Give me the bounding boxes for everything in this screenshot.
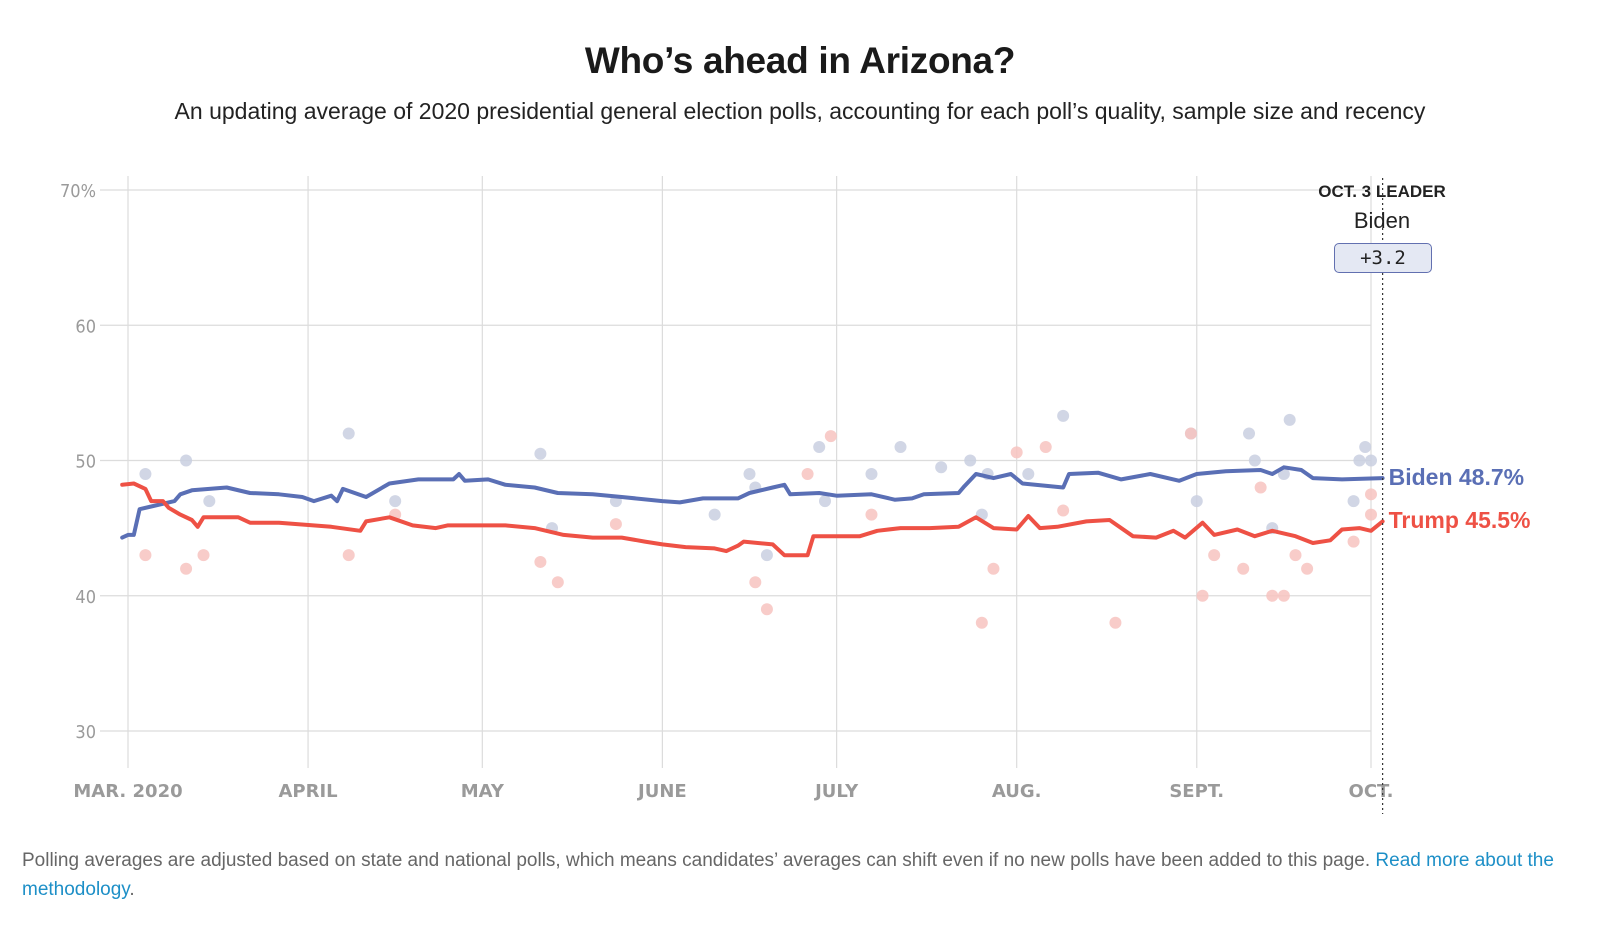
trump-poll-dot	[975, 616, 988, 629]
y-tick-label: 70%	[60, 181, 96, 202]
footnote-text: Polling averages are adjusted based on s…	[22, 850, 1376, 871]
trump-poll-dot	[1237, 562, 1250, 575]
trump-poll-dot	[342, 549, 355, 562]
x-tick-label: OCT.	[1349, 781, 1394, 802]
biden-poll-dot	[865, 468, 878, 481]
biden-poll-dot	[935, 461, 948, 474]
trump-poll-dot	[760, 603, 773, 616]
biden-poll-dot	[1243, 427, 1256, 440]
trump-poll-dot	[139, 549, 152, 562]
biden-poll-dot	[534, 447, 547, 460]
methodology-link[interactable]: Read more about the methodology	[22, 850, 1554, 900]
trump-poll-dot	[1039, 440, 1052, 453]
trump-poll-dot	[801, 468, 814, 481]
trump-poll-dot	[1254, 481, 1267, 494]
trump-poll-dot	[609, 518, 622, 531]
page-subtitle: An updating average of 2020 presidential…	[174, 98, 1426, 124]
chart-grid	[100, 176, 1372, 768]
leader-heading: OCT. 3 LEADER	[1318, 182, 1446, 201]
trump-poll-dot	[534, 555, 547, 568]
biden-poll-dot	[203, 495, 216, 508]
trump-poll-dot	[1347, 535, 1360, 548]
trump-poll-dot	[824, 430, 837, 443]
y-tick-label: 60	[75, 316, 96, 337]
trump-poll-dot	[1301, 562, 1314, 575]
trump-poll-dot	[1365, 488, 1377, 501]
biden-poll-dot	[760, 549, 773, 562]
footnote-end: .	[129, 879, 135, 900]
trump-poll-dot	[1289, 549, 1302, 562]
trump-poll-dot	[1266, 589, 1279, 602]
trump-poll-dot	[1196, 589, 1209, 602]
biden-poll-dot	[813, 440, 826, 453]
trump-poll-dot	[1277, 589, 1290, 602]
biden-poll-dot	[894, 440, 907, 453]
trump-poll-dot	[1208, 549, 1221, 562]
biden-poll-dot	[1283, 413, 1296, 426]
biden-poll-dot	[1022, 468, 1035, 481]
biden-poll-dot	[1347, 495, 1360, 508]
trump-poll-dot	[987, 562, 1000, 575]
trump-poll-dot	[1365, 508, 1377, 521]
x-tick-label: MAR. 2020	[73, 781, 182, 802]
biden-poll-dot	[1353, 454, 1366, 467]
x-tick-label: MAY	[461, 781, 505, 802]
y-tick-label: 30	[75, 722, 96, 743]
trump-poll-dot	[197, 549, 210, 562]
y-tick-label: 40	[75, 587, 96, 608]
trump-poll-dot	[749, 576, 762, 589]
trump-poll-dot	[180, 562, 193, 575]
average-lines	[120, 465, 1385, 558]
biden-poll-dot	[342, 427, 355, 440]
trump-poll-dot	[551, 576, 564, 589]
biden-poll-dot	[1365, 454, 1377, 467]
biden-poll-dot	[708, 508, 721, 521]
biden-poll-dot	[389, 495, 402, 508]
y-tick-label: 50	[75, 452, 96, 473]
biden-poll-dot	[1057, 409, 1070, 422]
polling-average-chart: 30 40 50 60 70% MAR. 2020 APRIL MAY JUNE JULY AUG.…	[60, 176, 1393, 814]
biden-end-label: Biden 48.7%	[1388, 464, 1525, 491]
trump-poll-dot	[1184, 427, 1197, 440]
leader-margin-badge: +3.2	[1334, 243, 1432, 273]
page-title: Who’s ahead in Arizona?	[584, 40, 1016, 81]
x-tick-label: APRIL	[278, 781, 337, 802]
x-tick-label: JUNE	[636, 781, 687, 802]
biden-poll-dot	[1248, 454, 1261, 467]
biden-average-line	[120, 465, 1385, 540]
leader-name: Biden	[1353, 208, 1411, 233]
chart-axes: 30 40 50 60 70% MAR. 2020 APRIL MAY JUNE JULY AUG.…	[60, 178, 1393, 814]
biden-poll-dot	[139, 468, 152, 481]
trump-poll-dot	[1109, 616, 1122, 629]
trump-poll-dot	[865, 508, 878, 521]
x-tick-label: JULY	[813, 781, 859, 802]
x-tick-label: AUG.	[992, 781, 1042, 802]
biden-poll-dot	[819, 495, 832, 508]
x-tick-label: SEPT.	[1169, 781, 1224, 802]
trump-average-line	[120, 481, 1385, 558]
biden-poll-dot	[1359, 440, 1372, 453]
biden-poll-dot	[964, 454, 977, 467]
trump-poll-dot	[1057, 504, 1070, 517]
trump-end-label: Trump 45.5%	[1388, 507, 1531, 534]
biden-poll-dot	[1190, 495, 1203, 508]
methodology-footnote: Polling averages are adjusted based on s…	[22, 846, 1562, 904]
biden-poll-dot	[743, 468, 756, 481]
biden-poll-dot	[180, 454, 193, 467]
trump-poll-dot	[1010, 446, 1023, 459]
